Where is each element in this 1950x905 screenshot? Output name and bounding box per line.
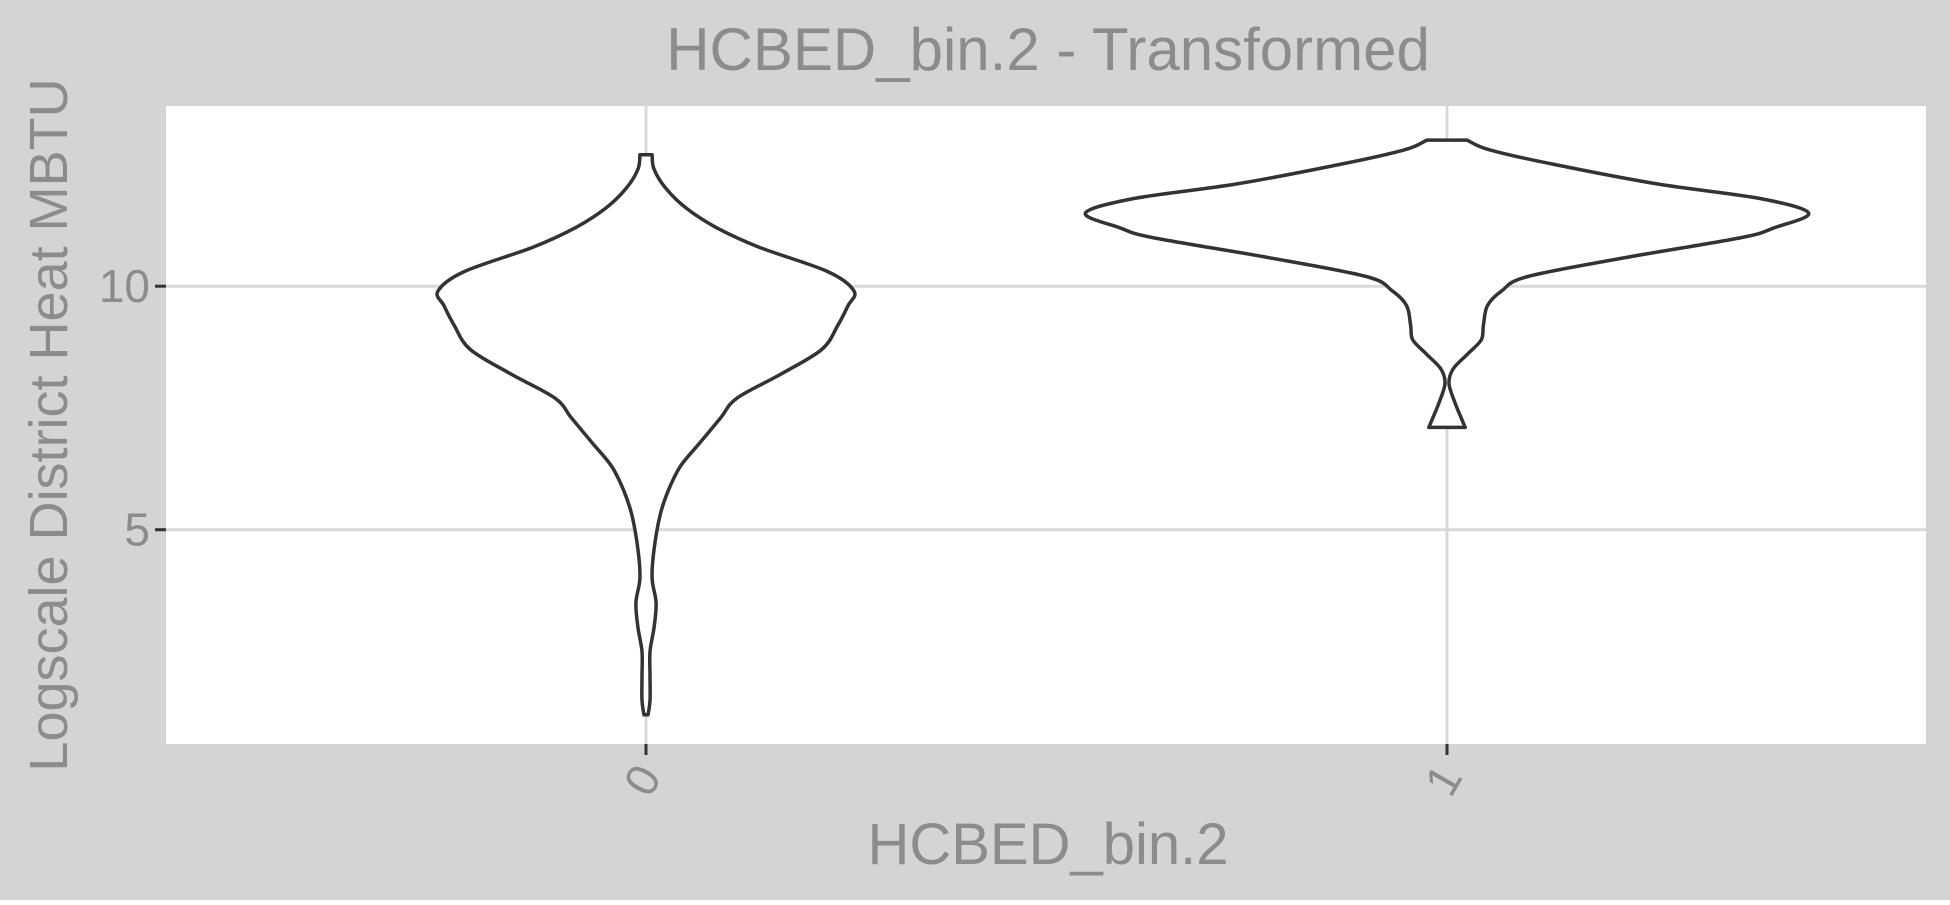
violin-layer — [435, 138, 1811, 717]
y-tick-label-5: 5 — [124, 504, 150, 556]
violin-1 — [1083, 138, 1811, 430]
y-tick-label-10: 10 — [99, 260, 150, 312]
chart-title: HCBED_bin.2 - Transformed — [666, 16, 1430, 83]
y-axis-title: Logscale District Heat MBTU — [19, 78, 79, 771]
x-axis-title: HCBED_bin.2 — [867, 812, 1228, 877]
violin-0 — [435, 152, 857, 717]
